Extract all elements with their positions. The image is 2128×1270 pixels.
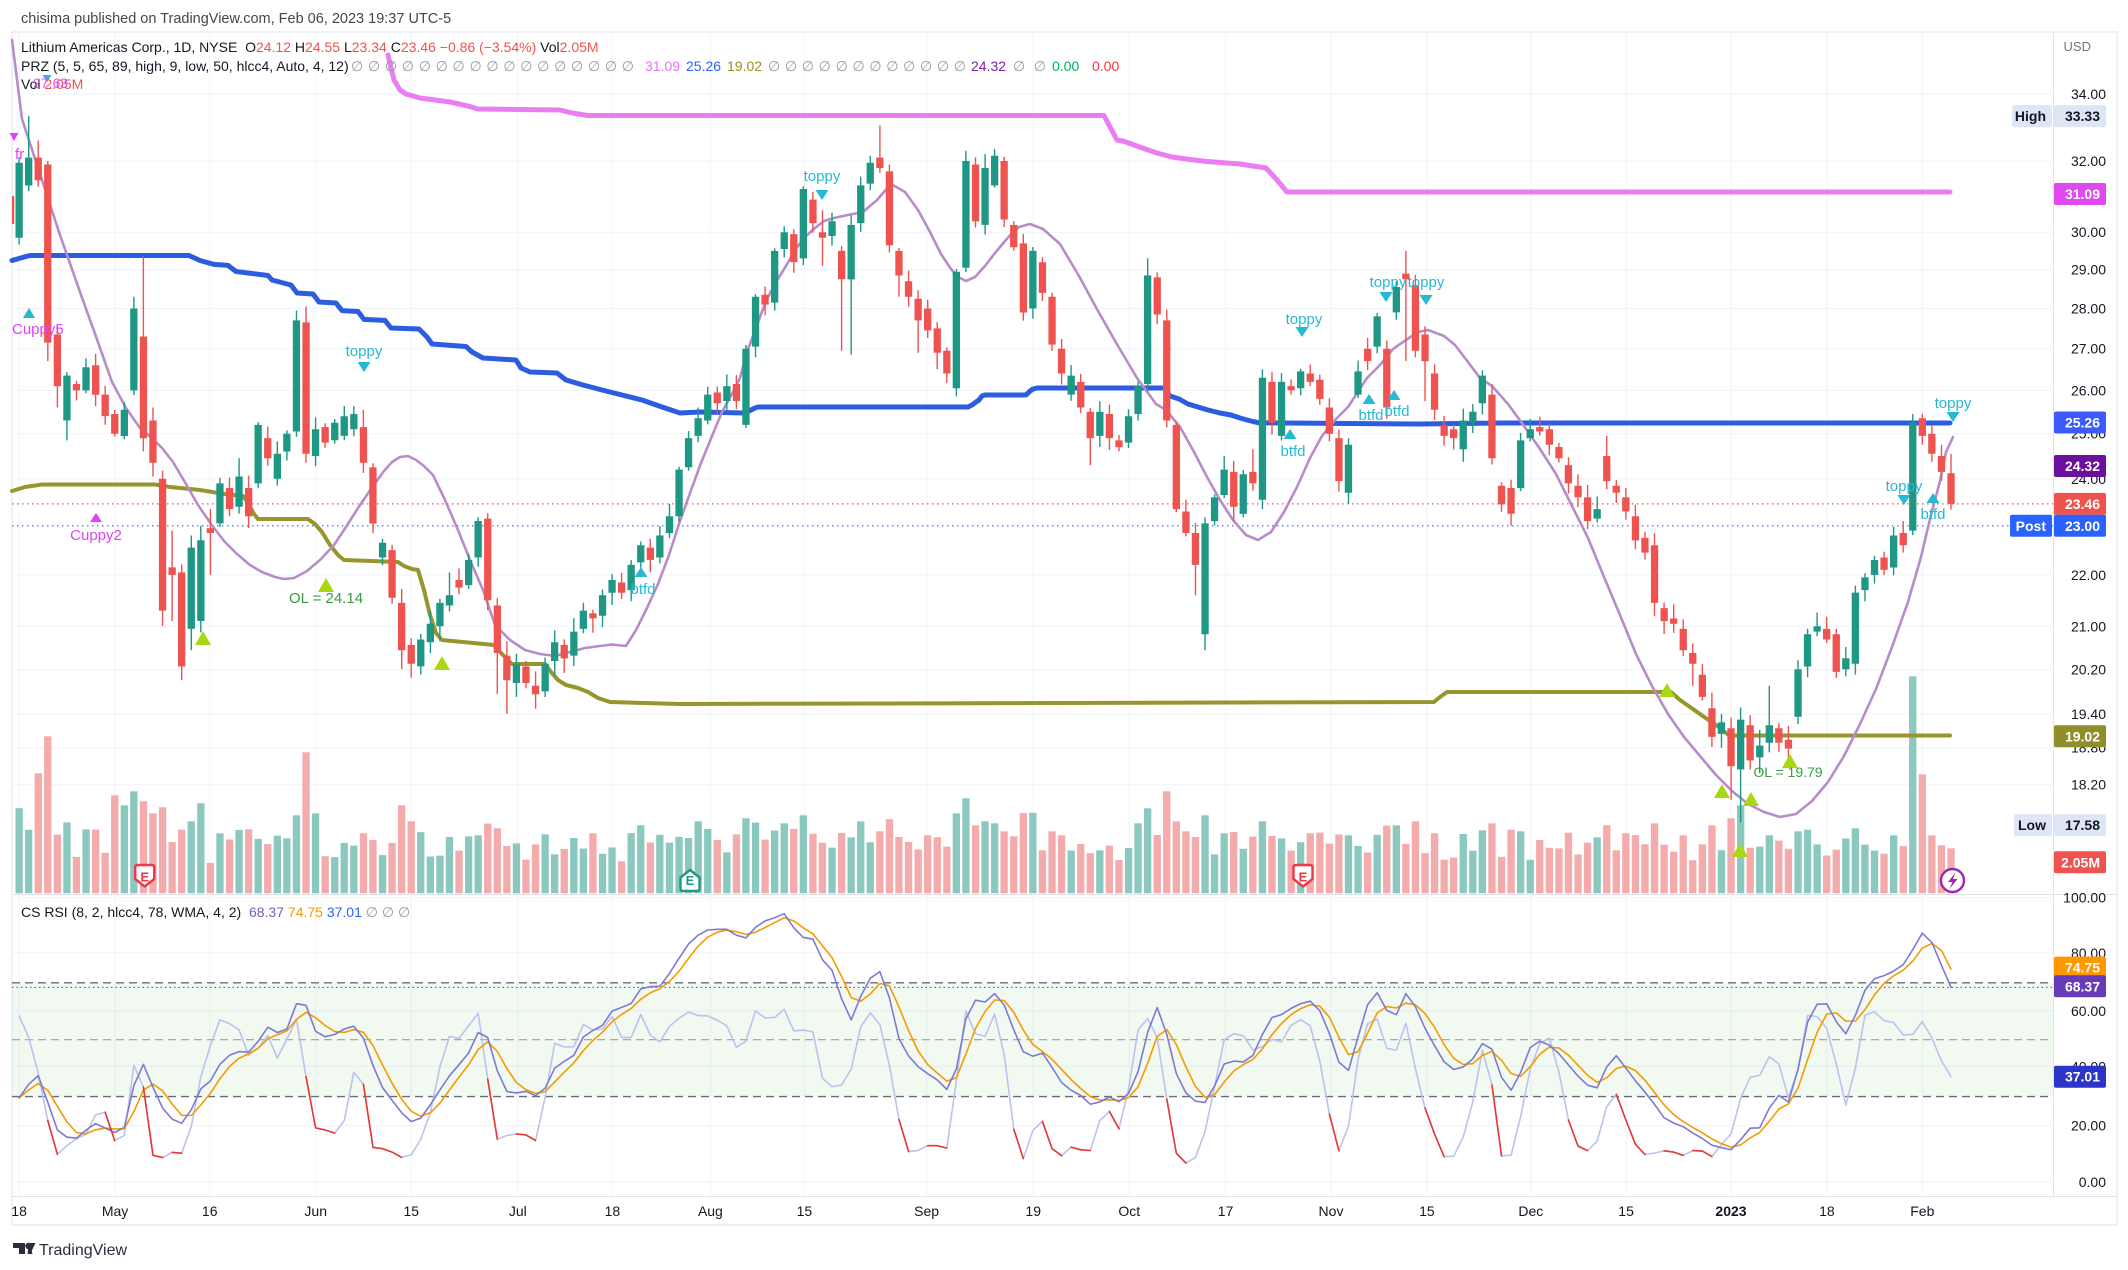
svg-text:OL = 19.79: OL = 19.79 bbox=[1753, 764, 1822, 780]
svg-text:27.63: 27.63 bbox=[33, 75, 68, 91]
svg-text:High: High bbox=[2015, 108, 2046, 124]
svg-text:toppy: toppy bbox=[1370, 274, 1407, 291]
svg-text:20.00: 20.00 bbox=[2071, 1118, 2106, 1134]
svg-text:∅ ∅ ∅ ∅ ∅ ∅ ∅ ∅ ∅ ∅ ∅ ∅: ∅ ∅ ∅ ∅ ∅ ∅ ∅ ∅ ∅ ∅ ∅ ∅ bbox=[768, 58, 966, 74]
svg-text:Sep: Sep bbox=[914, 1203, 939, 1219]
svg-text:26.00: 26.00 bbox=[2071, 382, 2106, 398]
svg-text:30.00: 30.00 bbox=[2071, 224, 2106, 240]
svg-text:19: 19 bbox=[1025, 1203, 1041, 1219]
svg-text:23.46: 23.46 bbox=[2065, 496, 2100, 512]
svg-text:0.00: 0.00 bbox=[1092, 58, 1119, 74]
svg-text:17: 17 bbox=[1218, 1203, 1234, 1219]
svg-text:btfd: btfd bbox=[1920, 506, 1945, 523]
svg-text:74.75: 74.75 bbox=[2065, 960, 2100, 976]
svg-text:toppy: toppy bbox=[804, 168, 841, 185]
svg-text:btfd: btfd bbox=[1358, 407, 1383, 424]
svg-text:15: 15 bbox=[404, 1203, 420, 1219]
svg-text:16: 16 bbox=[202, 1203, 218, 1219]
svg-text:15: 15 bbox=[797, 1203, 813, 1219]
svg-text:toppy: toppy bbox=[1408, 274, 1445, 291]
svg-text:E: E bbox=[1299, 870, 1308, 885]
svg-text:USD: USD bbox=[2064, 39, 2091, 54]
svg-text:18.20: 18.20 bbox=[2071, 777, 2106, 793]
svg-text:19.40: 19.40 bbox=[2071, 706, 2106, 722]
svg-text:18: 18 bbox=[11, 1203, 27, 1219]
svg-text:Jul: Jul bbox=[509, 1203, 527, 1219]
svg-text:15: 15 bbox=[1419, 1203, 1435, 1219]
svg-text:100.00: 100.00 bbox=[2063, 889, 2106, 905]
svg-text:25.26: 25.26 bbox=[2065, 415, 2100, 431]
svg-text:btfd: btfd bbox=[630, 581, 655, 598]
svg-text:2.05M: 2.05M bbox=[2061, 854, 2100, 870]
svg-text:CS RSI (8, 2, hlcc4, 78, WMA,: CS RSI (8, 2, hlcc4, 78, WMA, 4, 2) 68.3… bbox=[21, 904, 410, 920]
svg-text:60.00: 60.00 bbox=[2071, 1003, 2106, 1019]
svg-text:Cuppy5: Cuppy5 bbox=[12, 321, 64, 338]
svg-text:Vol 2.05M: Vol 2.05M bbox=[21, 76, 83, 92]
svg-text:∅ ∅ ∅ ∅ ∅ ∅ ∅ ∅ ∅ ∅ ∅ ∅ ∅ ∅ ∅: ∅ ∅ ∅ ∅ ∅ ∅ ∅ ∅ ∅ ∅ ∅ ∅ ∅ ∅ ∅ ∅ ∅ bbox=[351, 58, 634, 74]
svg-text:19.02: 19.02 bbox=[2065, 728, 2100, 744]
svg-text:chisima published on TradingVi: chisima published on TradingView.com, Fe… bbox=[21, 11, 451, 27]
svg-text:May: May bbox=[102, 1203, 128, 1219]
svg-text:20.20: 20.20 bbox=[2071, 662, 2106, 678]
svg-text:Dec: Dec bbox=[1518, 1203, 1543, 1219]
svg-text:Cuppy2: Cuppy2 bbox=[70, 527, 122, 544]
svg-text:toppy: toppy bbox=[1886, 478, 1923, 495]
svg-text:68.37: 68.37 bbox=[2065, 978, 2100, 994]
svg-text:32.00: 32.00 bbox=[2071, 153, 2106, 169]
svg-text:Post: Post bbox=[2016, 518, 2047, 534]
svg-text:PRZ (5, 5, 65, 89, high, 9, lo: PRZ (5, 5, 65, 89, high, 9, low, 50, hlc… bbox=[21, 58, 349, 74]
svg-text:18: 18 bbox=[605, 1203, 621, 1219]
svg-text:19.02: 19.02 bbox=[727, 58, 762, 74]
svg-text:Jun: Jun bbox=[304, 1203, 327, 1219]
svg-text:21.00: 21.00 bbox=[2071, 618, 2106, 634]
svg-text:Low: Low bbox=[2018, 817, 2046, 833]
svg-text:toppy: toppy bbox=[346, 343, 383, 360]
svg-text:15: 15 bbox=[1618, 1203, 1634, 1219]
svg-text:E: E bbox=[140, 870, 149, 885]
svg-text:2023: 2023 bbox=[1715, 1203, 1746, 1219]
svg-text:TradingView: TradingView bbox=[39, 1242, 127, 1259]
svg-text:22.00: 22.00 bbox=[2071, 567, 2106, 583]
svg-text:29.00: 29.00 bbox=[2071, 262, 2106, 278]
svg-text:33.33: 33.33 bbox=[2065, 108, 2100, 124]
svg-text:OL = 24.14: OL = 24.14 bbox=[289, 590, 363, 607]
svg-text:31.09: 31.09 bbox=[645, 58, 680, 74]
svg-text:Aug: Aug bbox=[698, 1203, 723, 1219]
svg-text:toppy: toppy bbox=[1286, 311, 1323, 328]
svg-text:34.00: 34.00 bbox=[2071, 86, 2106, 102]
svg-text:25.26: 25.26 bbox=[686, 58, 721, 74]
svg-text:E: E bbox=[686, 873, 695, 888]
svg-text:btfd: btfd bbox=[1384, 403, 1409, 420]
svg-text:0.00: 0.00 bbox=[2079, 1174, 2106, 1190]
svg-text:Oct: Oct bbox=[1118, 1203, 1140, 1219]
svg-text:17.58: 17.58 bbox=[2065, 817, 2100, 833]
svg-text:28.00: 28.00 bbox=[2071, 301, 2106, 317]
svg-text:∅ ∅: ∅ ∅ bbox=[1013, 58, 1046, 74]
svg-text:27.00: 27.00 bbox=[2071, 341, 2106, 357]
svg-text:toppy: toppy bbox=[1935, 395, 1972, 412]
svg-text:0.00: 0.00 bbox=[1052, 58, 1079, 74]
svg-text:18: 18 bbox=[1819, 1203, 1835, 1219]
svg-text:fr: fr bbox=[15, 146, 24, 163]
svg-text:24.32: 24.32 bbox=[2065, 458, 2100, 474]
svg-text:37.01: 37.01 bbox=[2065, 1069, 2100, 1085]
svg-text:btfd: btfd bbox=[1280, 443, 1305, 460]
svg-text:24.32: 24.32 bbox=[971, 58, 1006, 74]
svg-text:Feb: Feb bbox=[1910, 1203, 1934, 1219]
svg-text:23.00: 23.00 bbox=[2065, 518, 2100, 534]
svg-text:Nov: Nov bbox=[1319, 1203, 1344, 1219]
svg-text:Lithium Americas Corp., 1D, NY: Lithium Americas Corp., 1D, NYSE O24.12 … bbox=[21, 39, 599, 55]
svg-text:31.09: 31.09 bbox=[2065, 186, 2100, 202]
